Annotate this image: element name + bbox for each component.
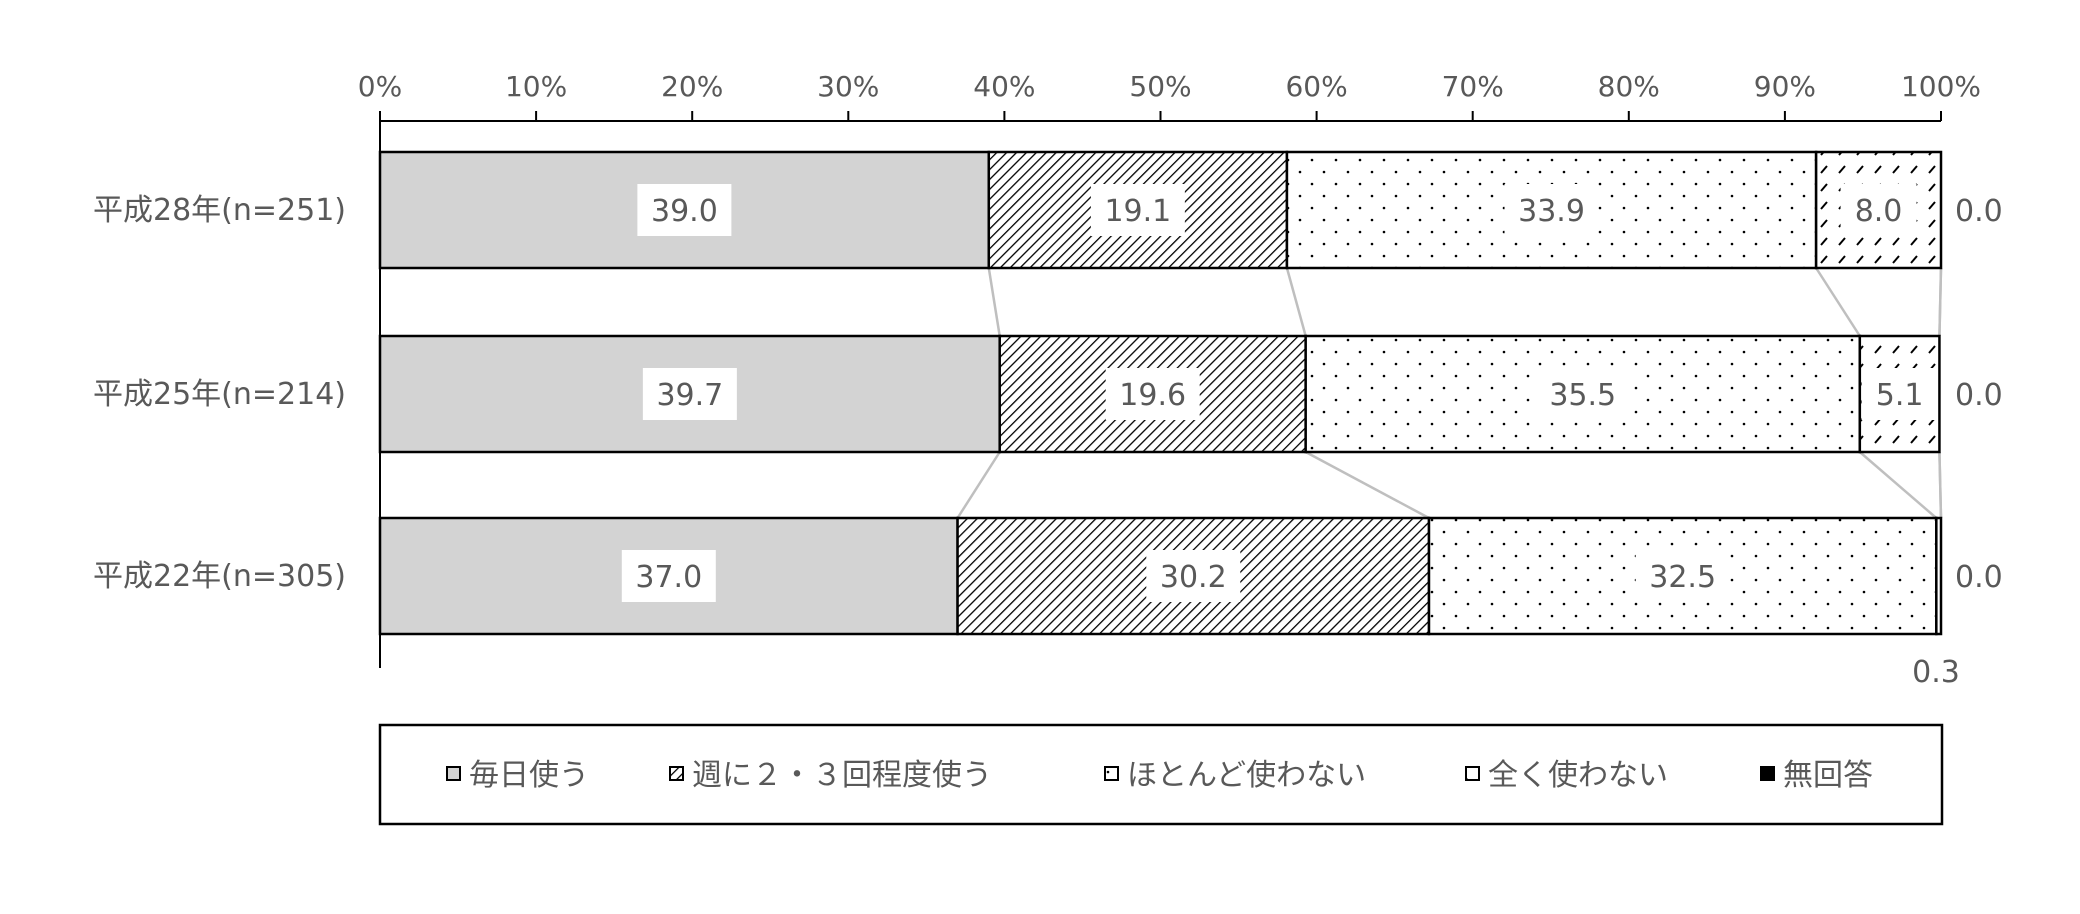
x-tick-label: 80% (1598, 70, 1660, 103)
category-label: 平成28年(n=251) (93, 193, 346, 228)
category-labels: 平成28年(n=251) 平成25年(n=214) 平成22年(n=305) (93, 193, 346, 594)
legend-box (378, 723, 1944, 826)
data-label-bg (1504, 184, 1599, 236)
series-line (1815, 267, 1861, 337)
x-axis: 0% 10% 20% 30% 40% 50% 60% 70% 80% 90% 100% (358, 70, 1981, 668)
data-label: 37.0 (635, 560, 702, 595)
series-line (1305, 450, 1430, 520)
series-line (956, 451, 1001, 519)
data-label: 19.6 (1119, 378, 1186, 413)
data-label: 39.0 (651, 194, 718, 229)
data-label: 33.9 (1518, 194, 1585, 229)
legend-swatch (1104, 766, 1119, 781)
x-tick-label: 20% (661, 70, 723, 103)
data-label-bg (637, 184, 732, 236)
category-label: 平成22年(n=305) (93, 559, 346, 594)
data-label-bg (642, 368, 737, 420)
data-label-outside: 0.3 (1912, 655, 1960, 690)
data-label-bg (1840, 184, 1917, 236)
series-line (1938, 267, 1943, 337)
legend-swatch (669, 766, 684, 781)
legend-swatch (1465, 766, 1480, 781)
data-label-bg (1635, 550, 1730, 602)
legend: 毎日使う 週に２・３回程度使う ほとんど使わない 全く使わない 無回答 (378, 723, 1944, 826)
x-tick-label: 90% (1754, 70, 1816, 103)
legend-swatch (1760, 766, 1775, 781)
series-lines (956, 267, 1943, 520)
series-line (1859, 451, 1938, 519)
x-tick-label: 40% (973, 70, 1035, 103)
x-tick-label: 10% (505, 70, 567, 103)
data-label: 8.0 (1855, 194, 1903, 229)
data-label: 19.1 (1104, 194, 1171, 229)
data-label-bg (1861, 368, 1938, 420)
legend-swatch (446, 766, 461, 781)
category-label: 平成25年(n=214) (93, 377, 346, 412)
x-tick-label: 70% (1442, 70, 1504, 103)
data-labels: 39.0 19.1 33.9 8.0 0.0 39.7 19.6 35.5 5.1 0.0 37.0… (621, 184, 2003, 690)
data-label-outside: 0.0 (1955, 194, 2003, 229)
bar-segment (1935, 516, 1943, 636)
series-line (1285, 267, 1307, 337)
data-label-bg (1146, 550, 1241, 602)
x-tick-label: 0% (358, 70, 402, 103)
legend-label: 毎日使う (469, 758, 589, 793)
data-label-outside: 0.0 (1955, 378, 2003, 413)
data-label-bg (621, 550, 716, 602)
legend-label: 全く使わない (1488, 758, 1668, 793)
x-tick-label: 30% (817, 70, 879, 103)
data-label-bg (1105, 368, 1200, 420)
data-label-outside: 0.0 (1955, 560, 2003, 595)
data-label: 5.1 (1876, 378, 1924, 413)
legend-label: 無回答 (1783, 758, 1873, 793)
x-tick-label: 50% (1129, 70, 1191, 103)
series-line (1938, 451, 1943, 519)
legend-label: 週に２・３回程度使う (692, 758, 992, 793)
x-tick-label: 60% (1285, 70, 1347, 103)
series-line (987, 267, 1001, 337)
data-label-bg (1090, 184, 1185, 236)
data-label: 39.7 (656, 378, 723, 413)
data-label: 35.5 (1549, 378, 1616, 413)
data-label: 32.5 (1649, 560, 1716, 595)
data-label-bg (1535, 368, 1630, 420)
data-label: 30.2 (1160, 560, 1227, 595)
legend-label: ほとんど使わない (1127, 758, 1366, 793)
x-tick-label: 100% (1901, 70, 1981, 103)
